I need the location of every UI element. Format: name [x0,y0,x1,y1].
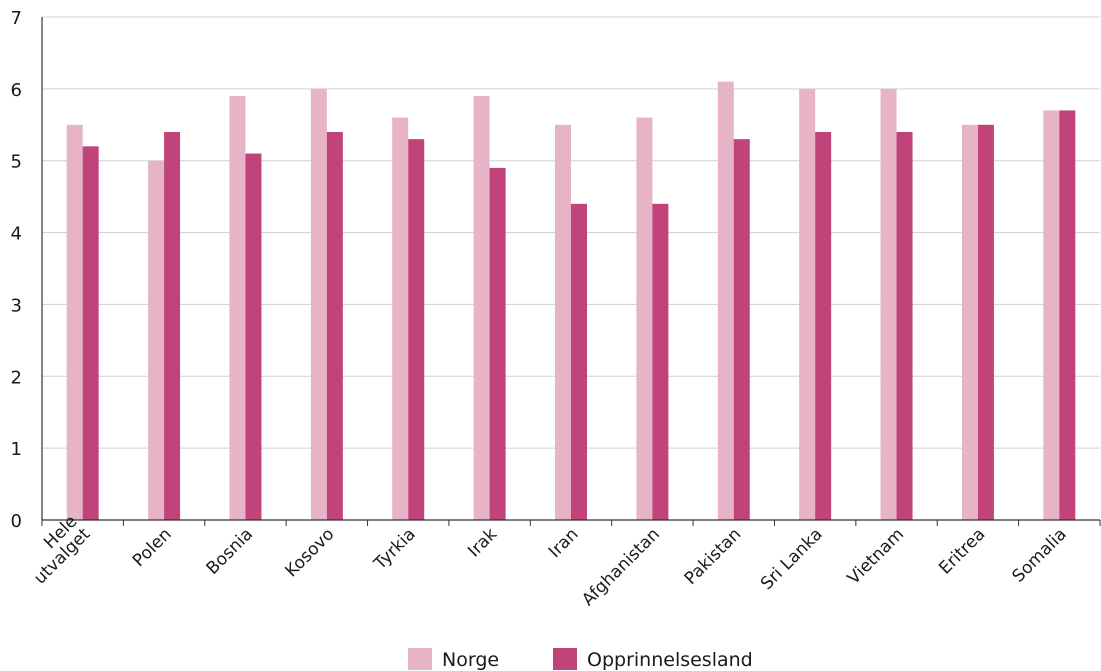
x-tick-label: Bosnia [203,524,257,578]
x-tick-label-line: Bosnia [203,524,257,578]
bar-opprinnelsesland [1059,110,1076,521]
bar-opprinnelsesland [489,167,506,520]
bar-norge [229,96,246,521]
legend-swatch [408,648,432,670]
bar-norge [310,88,327,520]
y-tick-label: 7 [11,8,22,29]
y-tick-label: 0 [11,511,22,532]
x-tick-label: Afghanistan [578,524,664,610]
x-tick-label: Eritrea [935,524,989,578]
y-tick-label: 4 [11,224,22,245]
x-tick-label-line: Sri Lanka [757,524,827,594]
bar-norge [961,124,978,521]
y-tick-label: 3 [11,295,22,316]
bar-opprinnelsesland [326,131,343,520]
bar-opprinnelsesland [408,139,425,520]
bar-norge [636,117,653,520]
x-tick-label-line: Eritrea [935,524,989,578]
y-tick-label: 1 [11,439,22,460]
bar-norge [392,117,409,520]
x-tick-label: Kosovo [282,524,339,581]
bar-norge [66,124,83,521]
bar-norge [555,124,571,521]
legend: Norge Opprinnelsesland [408,648,753,671]
legend-label: Opprinnelsesland [587,649,753,671]
x-tick-label: Pakistan [681,524,745,588]
bar-norge [473,96,490,521]
bar-opprinnelsesland [896,131,913,520]
bar-norge [717,81,734,521]
x-tick-label: Tyrkia [370,524,420,574]
bar-norge [148,160,165,520]
legend-label: Norge [442,649,499,671]
bar-opprinnelsesland [652,203,669,521]
x-tick-label-line: Kosovo [282,524,339,581]
y-tick-label: 5 [11,152,22,173]
x-tick-label: Sri Lanka [757,524,827,594]
bar-opprinnelsesland [977,124,994,521]
axes [41,17,1101,526]
x-tick-label: Heleutvalget [17,511,94,588]
x-tick-label: Iran [545,524,583,562]
x-tick-label-line: Vietnam [844,524,908,588]
bar-opprinnelsesland [164,131,181,520]
x-tick-label-line: Iran [545,524,583,562]
y-tick-labels: 0 1 2 3 4 5 6 7 [11,8,22,532]
legend-swatch [553,648,577,670]
x-tick-label: Polen [129,524,176,571]
bar-opprinnelsesland [571,203,587,521]
x-tick-label-line: Irak [464,524,501,561]
bar-opprinnelsesland [815,131,832,520]
bar-norge [799,88,816,520]
x-tick-label: Vietnam [844,524,908,588]
bar-opprinnelsesland [82,146,99,521]
bar-opprinnelsesland [733,139,750,520]
x-tick-label-line: Pakistan [681,524,745,588]
x-tick-label-line: Polen [129,524,176,571]
x-tick-label-line: Afghanistan [578,524,664,610]
bar-opprinnelsesland [245,153,262,520]
y-tick-label: 6 [11,80,22,101]
x-tick-label: Irak [464,524,501,561]
x-tick-label-line: Somalia [1009,524,1071,586]
bar-norge [880,88,897,520]
x-tick-label-line: Tyrkia [370,524,420,574]
x-tick-labels: Heleutvalget Polen Bosnia Kosovo Tyrkia Irak I… [17,511,1071,610]
x-tick-label: Somalia [1009,524,1071,586]
y-tick-label: 2 [11,367,22,388]
bars [66,81,1076,521]
bar-norge [1043,110,1060,521]
